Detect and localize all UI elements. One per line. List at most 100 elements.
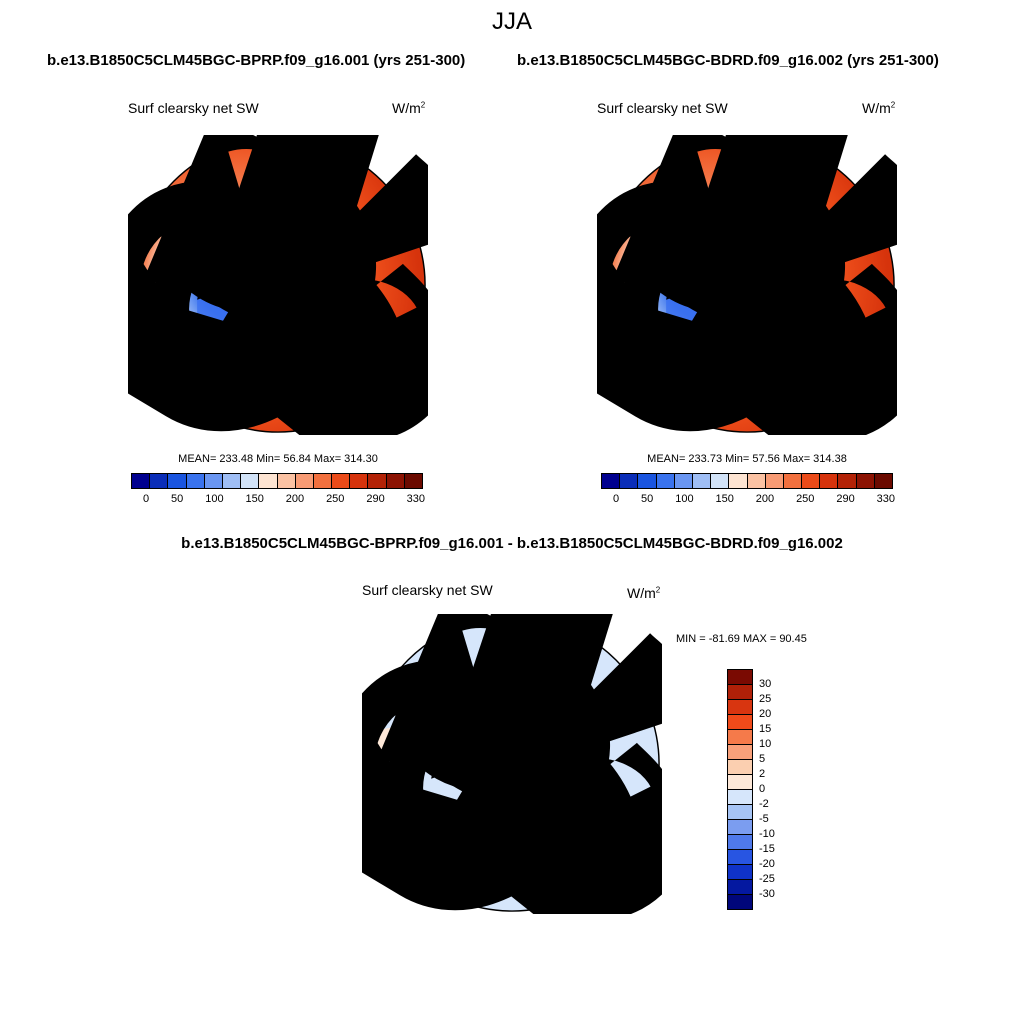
cbar1-swatch: [277, 474, 296, 488]
cbar3-swatch: [728, 850, 752, 865]
panel3-units: W/m2: [627, 585, 661, 601]
cbar1-swatch: [295, 474, 314, 488]
cbar3-swatch: [728, 865, 752, 880]
cbar1-tick: 250: [326, 493, 345, 505]
cbar1-swatch: [222, 474, 242, 488]
cbar2-tick: 250: [796, 493, 815, 505]
cbar1-swatch: [186, 474, 205, 488]
panel2-map-border: [599, 137, 895, 433]
cbar3-tick: -2: [759, 798, 769, 810]
cbar3-swatch: [728, 760, 752, 775]
cbar3-swatch: [728, 730, 752, 745]
panel1-units: W/m2: [392, 100, 426, 116]
cbar3-swatch: [728, 895, 752, 909]
cbar1-tick: 100: [205, 493, 224, 505]
panel1-colorbar-swatches: [131, 473, 423, 489]
cbar2-tick: 150: [715, 493, 734, 505]
season-title: JJA: [491, 8, 532, 35]
cbar3-swatch: [728, 775, 752, 790]
cbar2-swatch: [765, 474, 784, 488]
panel3-colorbar: 30 25 20 15 10 5 2 0 -2 -5 -10 -15 -20 -…: [727, 669, 775, 910]
panel2-polar-map: [597, 135, 897, 435]
panel1-stats: MEAN= 233.48 Min= 56.84 Max= 314.30: [178, 453, 378, 465]
cbar2-swatch: [711, 474, 730, 488]
cbar3-tick: -15: [759, 843, 775, 855]
cbar2-tick: 0: [613, 493, 620, 505]
cbar1-swatch: [332, 474, 351, 488]
cbar2-swatch: [874, 474, 892, 488]
cbar2-swatch: [802, 474, 821, 488]
cbar3-swatch: [728, 685, 752, 700]
cbar3-tick: 15: [759, 723, 772, 735]
panel1-colorbar-ticks: 0 50 100 150 200 250 290 330: [129, 493, 425, 505]
cbar3-swatch: [728, 805, 752, 820]
panel3-colorbar-swatches: [727, 669, 753, 910]
cbar3-tick: -30: [759, 888, 775, 900]
cbar2-swatch: [729, 474, 748, 488]
cbar3-swatch: [728, 880, 752, 895]
cbar3-tick: -10: [759, 828, 775, 840]
cbar1-swatch: [386, 474, 405, 488]
panel3-title: Surf clearsky net SW: [362, 582, 493, 598]
cbar3-swatch: [728, 745, 752, 760]
cbar2-swatch: [747, 474, 766, 488]
cbar1-swatch: [259, 474, 278, 488]
diff-title: b.e13.B1850C5CLM45BGC-BPRP.f09_g16.001 -…: [181, 535, 843, 552]
cbar1-tick: 290: [366, 493, 385, 505]
panel3-map-border: [364, 616, 660, 912]
panel1-colorbar: 0 50 100 150 200 250 290 330: [129, 473, 425, 505]
cbar2-tick: 50: [641, 493, 654, 505]
cbar2-tick: 330: [876, 493, 895, 505]
panel1-map-border: [130, 137, 426, 433]
case2-title: b.e13.B1850C5CLM45BGC-BDRD.f09_g16.002 (…: [517, 52, 939, 69]
cbar2-tick: 100: [675, 493, 694, 505]
cbar1-swatch: [350, 474, 369, 488]
cbar2-swatch: [602, 474, 621, 488]
panel2-units: W/m2: [862, 100, 896, 116]
cbar3-tick: -5: [759, 813, 769, 825]
panel1-title: Surf clearsky net SW: [128, 100, 259, 116]
cbar3-swatch: [728, 670, 752, 685]
cbar1-tick: 50: [171, 493, 184, 505]
cbar3-tick: 0: [759, 783, 766, 795]
cbar1-swatch: [150, 474, 169, 488]
cbar1-swatch: [368, 474, 387, 488]
cbar3-tick: 5: [759, 753, 766, 765]
cbar3-tick: -20: [759, 858, 775, 870]
cbar3-tick: 25: [759, 693, 772, 705]
cbar3-tick: 2: [759, 768, 766, 780]
panel3-stats: MIN = -81.69 MAX = 90.45: [676, 633, 807, 645]
cbar3-swatch: [728, 790, 752, 805]
cbar3-swatch: [728, 820, 752, 835]
cbar2-tick: 200: [755, 493, 775, 505]
panel3-colorbar-ticks: 30 25 20 15 10 5 2 0 -2 -5 -10 -15 -20 -…: [759, 669, 775, 910]
panel2-title: Surf clearsky net SW: [597, 100, 728, 116]
cbar2-tick: 290: [836, 493, 855, 505]
cbar1-tick: 200: [285, 493, 305, 505]
cbar2-swatch: [856, 474, 875, 488]
cbar2-swatch: [838, 474, 857, 488]
cbar1-swatch: [404, 474, 422, 488]
panel2-colorbar-swatches: [601, 473, 893, 489]
case1-title: b.e13.B1850C5CLM45BGC-BPRP.f09_g16.001 (…: [47, 52, 466, 69]
panel2-colorbar-ticks: 0 50 100 150 200 250 290 330: [599, 493, 895, 505]
cbar3-tick: 20: [759, 708, 772, 720]
cbar1-tick: 330: [406, 493, 425, 505]
panel2-colorbar: 0 50 100 150 200 250 290 330: [599, 473, 895, 505]
cbar2-swatch: [674, 474, 693, 488]
panel2-stats: MEAN= 233.73 Min= 57.56 Max= 314.38: [647, 453, 847, 465]
cbar2-swatch: [820, 474, 839, 488]
cbar3-tick: -25: [759, 873, 775, 885]
cbar1-swatch: [132, 474, 151, 488]
cbar3-swatch: [728, 700, 752, 715]
cbar1-swatch: [313, 474, 333, 488]
panel1-polar-map: [128, 135, 428, 435]
cbar3-swatch: [728, 715, 752, 730]
cbar2-swatch: [656, 474, 675, 488]
cbar3-swatch: [728, 835, 752, 850]
cbar3-tick: 10: [759, 738, 772, 750]
cbar1-swatch: [241, 474, 260, 488]
cbar3-tick: 30: [759, 678, 772, 690]
cbar2-swatch: [692, 474, 712, 488]
cbar1-swatch: [168, 474, 187, 488]
